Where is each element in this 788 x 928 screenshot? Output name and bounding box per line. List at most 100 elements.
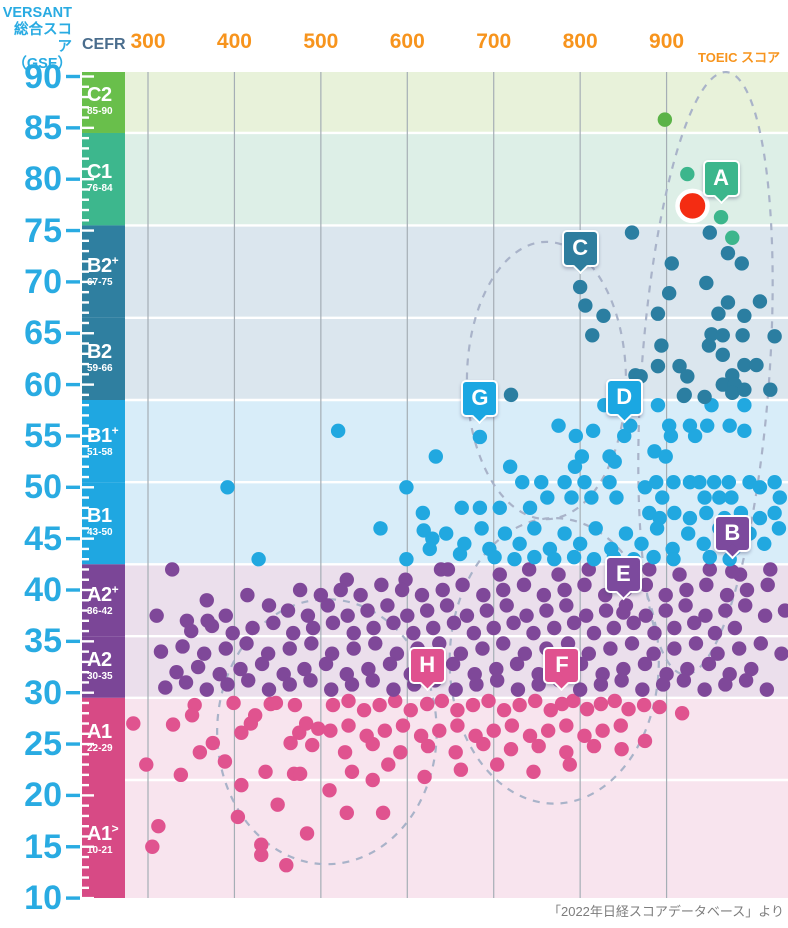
highlight-point xyxy=(675,188,710,224)
data-point xyxy=(292,582,308,598)
gse-unit-tick xyxy=(82,85,89,88)
gse-unit-tick xyxy=(82,414,89,417)
gse-unit-tick xyxy=(82,609,89,612)
data-point xyxy=(414,587,430,603)
cefr-level-name: A2+ xyxy=(87,582,119,606)
x-tick-label-800: 800 xyxy=(562,30,598,53)
data-point xyxy=(624,225,640,240)
source-note: 「2022年日経スコアデータベース」より xyxy=(547,904,784,919)
data-point xyxy=(502,459,518,474)
gse-unit-tick xyxy=(82,681,89,684)
cefr-column-B2 xyxy=(82,317,125,401)
data-point xyxy=(697,490,712,505)
data-point xyxy=(241,673,256,688)
data-point xyxy=(692,474,707,490)
gse-unit-tick xyxy=(82,783,89,787)
data-point xyxy=(432,723,447,738)
gse-unit-tick xyxy=(82,95,89,99)
y-axis-title-line1: VERSANT xyxy=(2,5,72,21)
data-point xyxy=(534,474,549,490)
data-point xyxy=(426,620,441,636)
data-point xyxy=(731,641,747,656)
data-point xyxy=(680,166,695,182)
gse-unit-tick xyxy=(82,835,89,838)
gse-major-tick xyxy=(66,228,80,233)
data-point xyxy=(261,598,277,613)
gse-major-tick xyxy=(66,280,80,284)
data-point xyxy=(204,618,220,634)
x-tick-label-600: 600 xyxy=(389,30,425,53)
data-point xyxy=(386,615,401,631)
data-point xyxy=(679,582,694,598)
cefr-column-B1 xyxy=(82,482,125,565)
cefr-level-range: 51-58 xyxy=(87,446,113,458)
data-point xyxy=(657,112,673,127)
gse-major-tick xyxy=(66,793,80,798)
data-point xyxy=(607,454,622,469)
data-point xyxy=(234,725,249,740)
data-point xyxy=(230,809,246,825)
data-point xyxy=(153,644,169,659)
data-point xyxy=(752,510,768,526)
data-point xyxy=(696,536,711,551)
data-point xyxy=(531,677,546,692)
data-point xyxy=(674,706,690,721)
data-point xyxy=(774,646,788,661)
gse-unit-tick xyxy=(82,547,89,551)
cefr-label-C1-76-84: C1 76-84 xyxy=(87,162,113,194)
data-point xyxy=(661,285,677,301)
data-point xyxy=(279,858,294,873)
data-point xyxy=(448,682,463,697)
series-B2 xyxy=(503,225,782,405)
data-point xyxy=(711,306,726,321)
data-point xyxy=(699,275,714,291)
data-point xyxy=(666,474,681,490)
cefr-level-name: B2 xyxy=(87,340,112,363)
data-point xyxy=(618,598,634,613)
data-point xyxy=(254,837,269,852)
data-point xyxy=(489,757,505,772)
gse-unit-tick xyxy=(82,650,89,653)
gse-unit-tick xyxy=(82,742,94,746)
data-point xyxy=(655,490,670,505)
y-tick-label-35: 35 xyxy=(24,622,62,661)
data-point xyxy=(557,474,572,490)
data-point xyxy=(459,608,475,623)
callout-A: A xyxy=(702,160,740,205)
series-A2 xyxy=(149,562,788,697)
gse-unit-tick xyxy=(82,403,89,407)
data-point xyxy=(218,608,233,623)
data-point xyxy=(240,587,255,603)
data-point xyxy=(304,636,319,651)
data-point xyxy=(413,728,429,744)
gse-unit-tick xyxy=(82,619,89,623)
gse-unit-tick xyxy=(82,280,94,284)
y-tick-label-50: 50 xyxy=(24,468,62,507)
data-point xyxy=(509,656,525,672)
data-point xyxy=(572,536,588,551)
gse-unit-tick xyxy=(82,475,89,479)
data-point xyxy=(676,673,692,688)
data-point xyxy=(337,745,353,760)
data-point xyxy=(551,418,566,433)
gse-unit-tick xyxy=(82,825,89,828)
data-point xyxy=(737,382,752,397)
data-point xyxy=(699,577,714,593)
data-point xyxy=(496,702,512,718)
data-point xyxy=(572,279,588,295)
gse-major-tick xyxy=(66,126,80,130)
gse-unit-tick xyxy=(82,321,89,325)
data-point xyxy=(593,677,609,692)
data-point xyxy=(760,577,775,593)
data-point xyxy=(360,603,375,618)
data-point xyxy=(635,682,650,697)
gse-unit-tick xyxy=(82,332,94,335)
gse-unit-tick xyxy=(82,814,89,818)
data-point xyxy=(382,656,398,672)
data-point xyxy=(422,541,437,557)
data-point xyxy=(305,737,320,753)
data-point xyxy=(667,641,682,656)
data-point xyxy=(158,680,173,695)
gse-major-tick xyxy=(66,588,80,592)
gse-unit-tick xyxy=(82,845,94,848)
